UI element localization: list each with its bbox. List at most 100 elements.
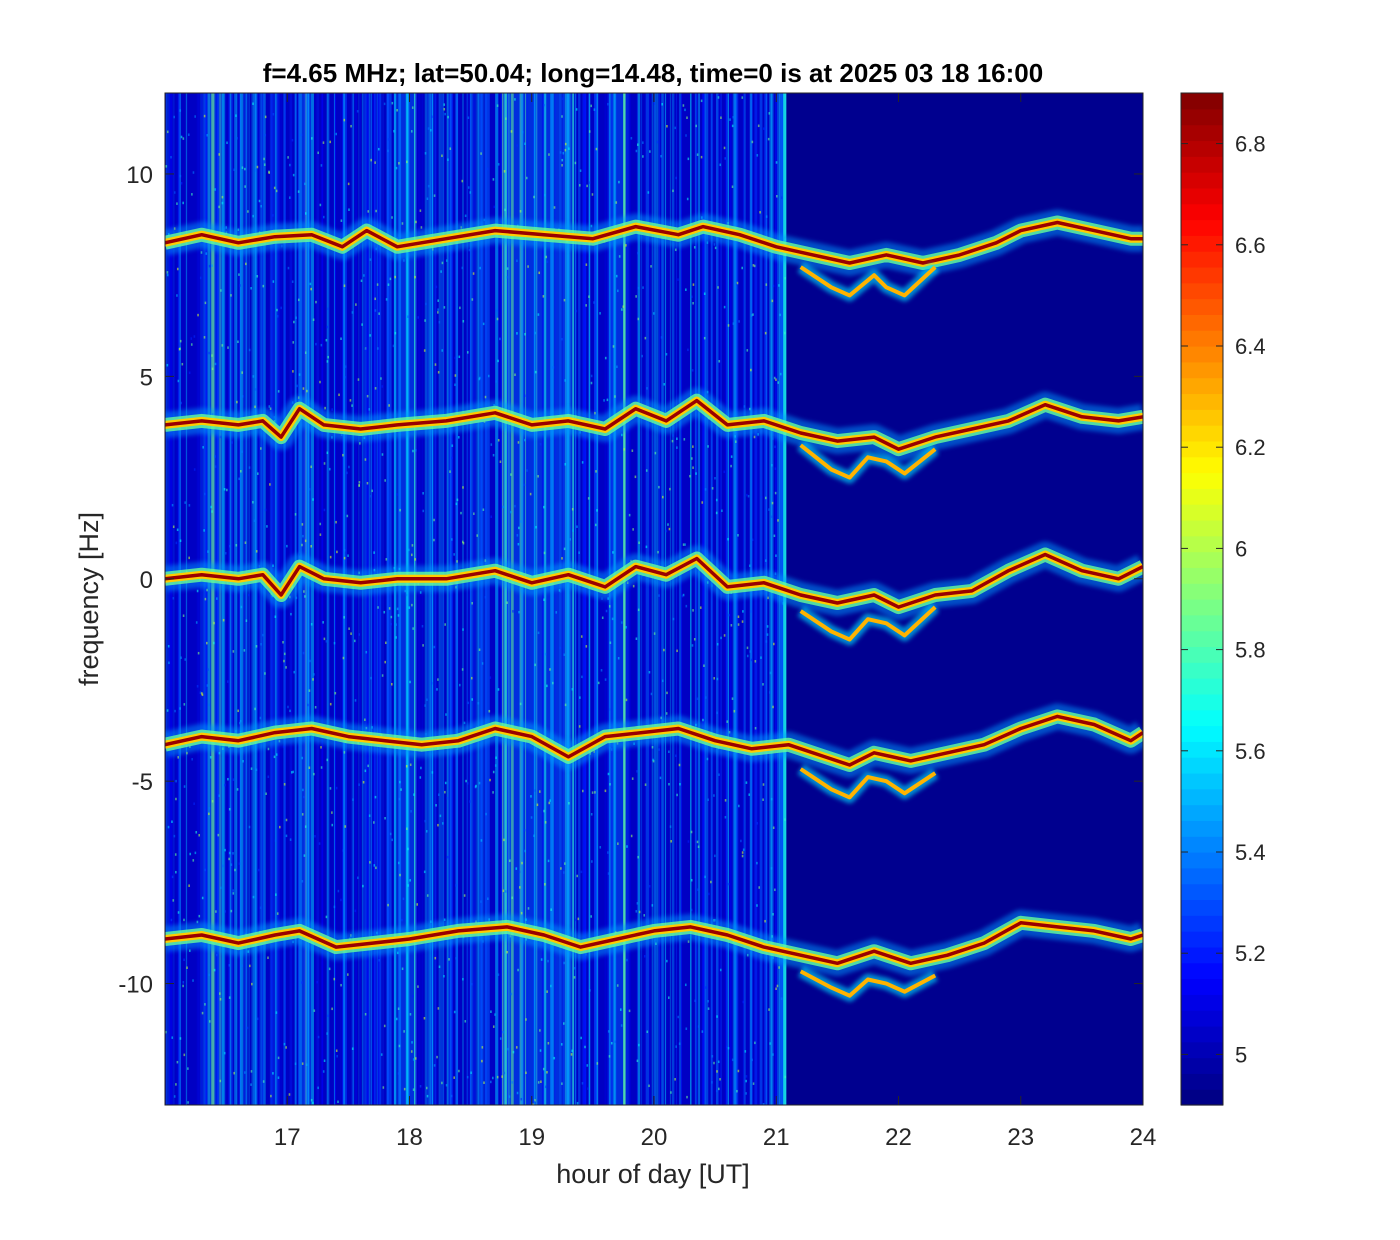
noise-speckle <box>552 366 555 369</box>
noise-speckle <box>516 534 519 537</box>
noise-speckle <box>490 515 493 519</box>
noise-speckle <box>336 1054 338 1058</box>
noise-speckle <box>384 641 387 645</box>
noise-speckle <box>423 870 426 874</box>
noise-speckle <box>743 405 746 408</box>
noise-speckle <box>437 823 439 827</box>
noise-speckle <box>463 894 466 897</box>
noise-speckle <box>235 114 237 117</box>
noise-speckle <box>395 1017 398 1021</box>
noise-speckle <box>367 764 369 768</box>
noise-speckle <box>677 1015 680 1019</box>
noise-streak <box>503 93 505 1105</box>
noise-speckle <box>276 912 279 915</box>
noise-speckle <box>267 956 269 960</box>
noise-speckle <box>777 519 779 522</box>
noise-speckle <box>766 625 769 628</box>
noise-speckle <box>348 208 350 211</box>
noise-speckle <box>374 795 377 799</box>
noise-speckle <box>322 141 325 144</box>
noise-speckle <box>363 274 365 277</box>
noise-speckle <box>579 696 581 699</box>
noise-speckle <box>496 104 499 107</box>
noise-speckle <box>370 158 372 162</box>
noise-speckle <box>481 662 484 665</box>
noise-streak <box>623 93 626 1105</box>
noise-speckle <box>221 864 224 868</box>
noise-speckle <box>180 656 182 659</box>
noise-speckle <box>311 137 313 140</box>
noise-speckle <box>310 545 313 548</box>
noise-speckle <box>228 857 230 861</box>
noise-speckle <box>473 512 475 515</box>
colorbar-band <box>1181 788 1223 806</box>
noise-speckle <box>617 656 620 660</box>
noise-speckle <box>433 518 435 522</box>
noise-speckle <box>207 668 209 671</box>
noise-speckle <box>607 102 609 106</box>
noise-speckle <box>195 831 198 834</box>
noise-speckle <box>221 201 224 205</box>
noise-speckle <box>313 772 315 776</box>
noise-speckle <box>252 895 255 899</box>
noise-speckle <box>479 266 481 270</box>
noise-streak <box>500 93 504 1105</box>
colorbar-tick-label: 5.8 <box>1235 638 1266 663</box>
noise-speckle <box>326 1032 328 1035</box>
noise-speckle <box>437 1007 440 1010</box>
noise-speckle <box>397 614 400 617</box>
noise-streak <box>429 93 432 1105</box>
colorbar-band <box>1181 1057 1223 1074</box>
colorbar-band <box>1181 472 1223 489</box>
noise-streak <box>476 93 480 1105</box>
noise-speckle <box>520 1097 523 1101</box>
noise-speckle <box>508 859 511 863</box>
noise-speckle <box>236 137 238 140</box>
noise-speckle <box>579 169 582 172</box>
colorbar-ticks: 6.86.66.46.265.85.65.45.25 <box>1181 132 1266 1067</box>
noise-speckle <box>401 222 404 225</box>
noise-speckle <box>654 451 657 455</box>
noise-speckle <box>389 832 392 836</box>
noise-speckle <box>213 641 215 645</box>
noise-streak <box>387 93 391 1105</box>
noise-speckle <box>343 284 346 288</box>
noise-speckle <box>410 810 412 813</box>
noise-speckle <box>578 725 581 728</box>
noise-streak <box>646 93 650 1105</box>
noise-speckle <box>642 286 644 289</box>
noise-speckle <box>604 678 607 681</box>
noise-speckle <box>238 862 241 865</box>
noise-speckle <box>490 1010 492 1013</box>
noise-speckle <box>413 793 415 796</box>
noise-speckle <box>266 525 268 528</box>
noise-streak <box>178 93 180 1105</box>
noise-speckle <box>286 544 288 548</box>
noise-speckle <box>497 973 500 976</box>
noise-speckle <box>340 898 342 902</box>
noise-speckle <box>292 770 294 774</box>
noise-streak <box>636 93 638 1105</box>
noise-streak <box>478 93 482 1105</box>
noise-speckle <box>280 306 282 310</box>
noise-speckle <box>241 964 243 968</box>
x-tick-label: 22 <box>885 1124 912 1151</box>
noise-speckle <box>228 996 231 999</box>
noise-streak <box>361 93 364 1105</box>
noise-speckle <box>653 632 656 635</box>
noise-speckle <box>768 508 770 511</box>
noise-speckle <box>384 816 386 820</box>
noise-speckle <box>354 699 357 702</box>
noise-speckle <box>170 155 172 159</box>
noise-speckle <box>595 470 597 473</box>
noise-speckle <box>524 142 526 146</box>
noise-streak <box>694 93 698 1105</box>
noise-speckle <box>716 711 718 715</box>
noise-streak <box>434 93 437 1105</box>
noise-speckle <box>213 968 216 972</box>
noise-speckle <box>304 595 306 598</box>
noise-speckle <box>637 855 639 859</box>
noise-speckle <box>571 1049 573 1053</box>
noise-speckle <box>353 639 356 643</box>
